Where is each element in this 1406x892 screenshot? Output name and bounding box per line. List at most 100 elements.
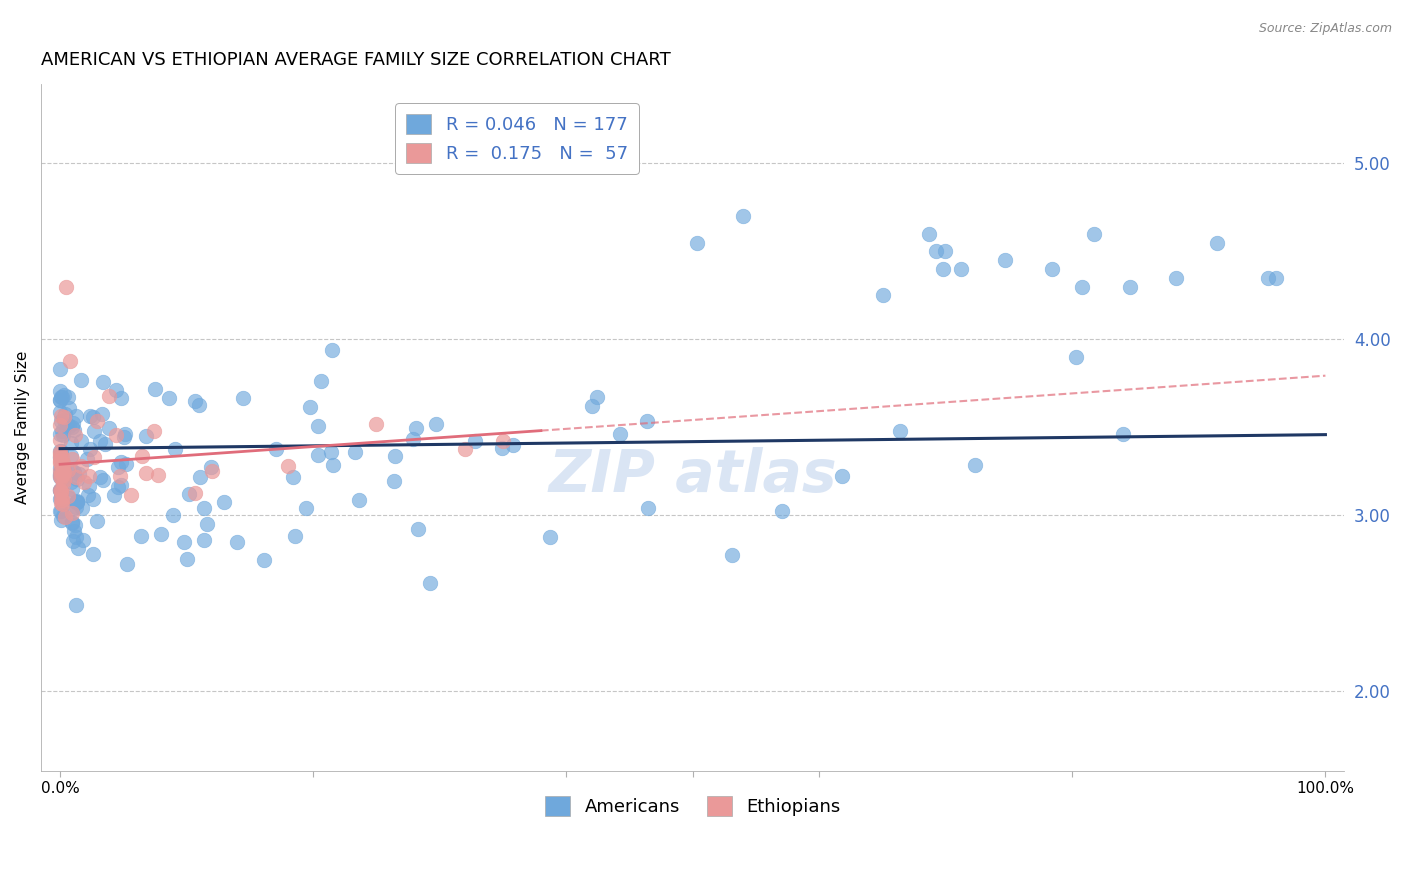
- Point: [49, 433, 72, 447]
- Point: [49, 454, 72, 468]
- Point: [65, 470, 87, 484]
- Point: [49, 513, 72, 527]
- Point: [502, 438, 524, 452]
- Point: [925, 244, 948, 259]
- Point: [52, 410, 75, 425]
- Point: [49, 362, 72, 376]
- Point: [79, 469, 101, 483]
- Point: [63, 428, 86, 442]
- Point: [93, 375, 115, 389]
- Point: [72, 501, 94, 516]
- Point: [770, 504, 793, 518]
- Point: [49, 456, 72, 470]
- Point: [49, 496, 72, 510]
- Point: [49, 414, 72, 428]
- Point: [49, 483, 72, 497]
- Point: [55, 279, 77, 293]
- Point: [49, 492, 72, 507]
- Point: [49, 471, 72, 485]
- Point: [402, 432, 425, 446]
- Point: [58, 401, 80, 415]
- Point: [321, 343, 343, 357]
- Point: [188, 469, 211, 483]
- Point: [200, 459, 222, 474]
- Point: [66, 495, 89, 509]
- Point: [59, 449, 82, 463]
- Point: [60, 475, 83, 489]
- Point: [283, 470, 305, 484]
- Point: [232, 391, 254, 405]
- Point: [49, 483, 72, 498]
- Point: [83, 424, 105, 438]
- Point: [384, 450, 406, 464]
- Point: [107, 459, 129, 474]
- Point: [994, 253, 1017, 268]
- Point: [60, 516, 83, 531]
- Point: [60, 420, 83, 434]
- Point: [184, 486, 207, 500]
- Point: [173, 535, 195, 549]
- Point: [1064, 350, 1087, 364]
- Point: [918, 227, 941, 241]
- Point: [62, 533, 84, 548]
- Point: [264, 442, 287, 456]
- Point: [79, 442, 101, 456]
- Point: [114, 427, 136, 442]
- Point: [60, 482, 83, 496]
- Point: [49, 470, 72, 484]
- Point: [60, 506, 83, 520]
- Point: [49, 466, 72, 480]
- Point: [86, 514, 108, 528]
- Point: [889, 424, 911, 438]
- Point: [52, 463, 75, 477]
- Point: [52, 388, 75, 402]
- Point: [89, 469, 111, 483]
- Point: [609, 426, 631, 441]
- Point: [58, 489, 80, 503]
- Point: [52, 467, 75, 482]
- Point: [1164, 270, 1187, 285]
- Point: [49, 445, 72, 459]
- Point: [120, 488, 142, 502]
- Point: [197, 516, 219, 531]
- Point: [1071, 279, 1094, 293]
- Point: [62, 524, 84, 538]
- Point: [77, 478, 100, 492]
- Point: [60, 451, 83, 466]
- Point: [60, 464, 83, 478]
- Point: [49, 490, 72, 504]
- Point: [66, 494, 89, 508]
- Point: [636, 413, 658, 427]
- Point: [89, 434, 111, 448]
- Point: [1083, 227, 1105, 241]
- Point: [295, 501, 318, 516]
- Point: [1040, 262, 1063, 277]
- Point: [135, 429, 157, 443]
- Point: [79, 409, 101, 424]
- Point: [104, 428, 127, 442]
- Point: [52, 457, 75, 471]
- Point: [49, 464, 72, 478]
- Point: [83, 450, 105, 465]
- Point: [60, 436, 83, 450]
- Point: [135, 466, 157, 480]
- Point: [131, 449, 153, 463]
- Point: [91, 473, 114, 487]
- Point: [49, 427, 72, 442]
- Point: [60, 501, 83, 516]
- Point: [538, 530, 561, 544]
- Point: [52, 473, 75, 487]
- Point: [176, 552, 198, 566]
- Point: [49, 467, 72, 482]
- Point: [965, 458, 987, 472]
- Legend: Americans, Ethiopians: Americans, Ethiopians: [537, 789, 848, 823]
- Point: [49, 483, 72, 497]
- Point: [65, 598, 87, 612]
- Point: [721, 548, 744, 562]
- Y-axis label: Average Family Size: Average Family Size: [15, 351, 30, 504]
- Point: [94, 437, 117, 451]
- Point: [586, 390, 609, 404]
- Point: [193, 533, 215, 547]
- Point: [344, 445, 367, 459]
- Point: [322, 458, 344, 472]
